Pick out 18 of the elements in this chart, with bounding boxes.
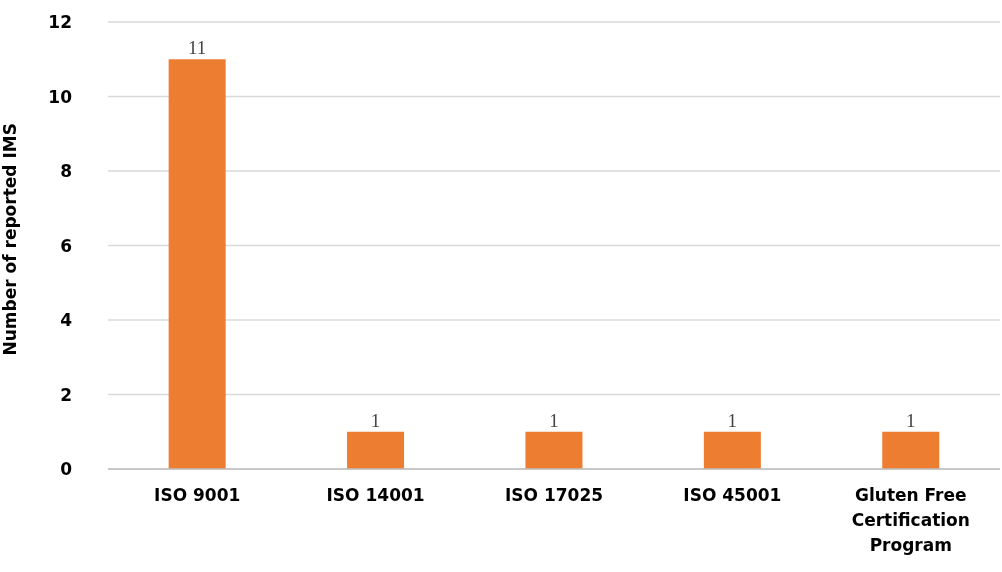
y-tick-label: 12 bbox=[48, 12, 72, 33]
x-tick-label: ISO 9001 bbox=[154, 485, 241, 505]
y-tick-label: 4 bbox=[60, 310, 73, 331]
data-label: 1 bbox=[906, 409, 916, 431]
x-tick-label: ISO 14001 bbox=[326, 485, 425, 505]
y-tick-label: 0 bbox=[60, 459, 73, 480]
x-tick-label: ISO 17025 bbox=[504, 485, 604, 505]
y-tick-label: 8 bbox=[60, 161, 72, 182]
data-label: 1 bbox=[727, 409, 738, 431]
x-tick-label: ISO 45001 bbox=[683, 485, 782, 505]
y-tick-label: 6 bbox=[60, 235, 72, 256]
y-tick-label: 2 bbox=[60, 384, 72, 405]
y-tick-label: 10 bbox=[48, 86, 73, 107]
data-label: 1 bbox=[549, 409, 559, 431]
data-label: 1 bbox=[370, 409, 381, 431]
y-axis-title: Number of reported IMS bbox=[0, 123, 21, 356]
x-tick-label: Gluten Free Certification Program bbox=[851, 485, 970, 555]
data-label: 11 bbox=[188, 37, 207, 59]
